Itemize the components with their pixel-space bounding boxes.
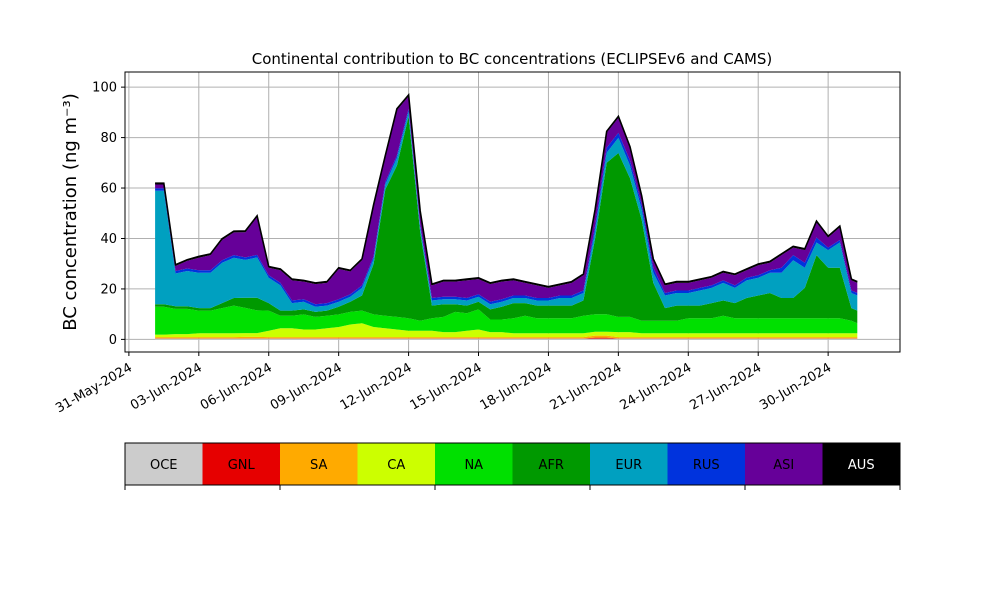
x-tick-label: 03-Jun-2024	[128, 360, 205, 413]
total-outline	[155, 93, 858, 288]
legend-swatch-oce	[125, 443, 203, 485]
y-tick-label: 0	[109, 333, 117, 348]
legend-swatch-na	[435, 443, 513, 485]
plot-frame	[124, 71, 901, 353]
y-tick-label: 100	[92, 81, 117, 96]
legend-swatch-eur	[590, 443, 668, 485]
legend-swatch-sa	[280, 443, 358, 485]
y-tick-label: 80	[100, 131, 117, 146]
x-tick-label: 09-Jun-2024	[268, 360, 345, 413]
legend-swatch-afr	[512, 443, 590, 485]
area-oce	[155, 338, 858, 340]
legend-label: ASI	[773, 458, 794, 473]
legend-label: CA	[387, 458, 405, 473]
x-tick-label: 06-Jun-2024	[198, 360, 275, 413]
x-tick-label: 30-Jun-2024	[757, 360, 834, 413]
legend-label: NA	[464, 458, 483, 473]
legend-swatch-rus	[667, 443, 745, 485]
legend-swatch-gnl	[202, 443, 280, 485]
legend-label: AFR	[539, 458, 564, 473]
legend-swatch-asi	[745, 443, 823, 485]
y-tick-label: 60	[100, 182, 117, 197]
legend-swatch-ca	[357, 443, 435, 485]
y-tick-label: 20	[100, 282, 117, 297]
legend-label: OCE	[150, 458, 178, 473]
area-na	[155, 305, 858, 335]
legend-label: GNL	[228, 458, 256, 473]
legend-colorbar: OCE GNL SA CA NA AFR EUR RUS ASI AUS	[124, 442, 901, 490]
y-axis: 0 20 40 60 80 100	[92, 81, 125, 348]
legend-label: SA	[310, 458, 327, 473]
x-axis: 31-May-202403-Jun-202406-Jun-202409-Jun-…	[53, 352, 834, 416]
x-tick-label: 21-Jun-2024	[548, 360, 625, 413]
x-tick-label: 15-Jun-2024	[408, 360, 485, 413]
legend-frame	[124, 442, 901, 486]
x-tick-label: 31-May-2024	[53, 360, 135, 416]
legend-label: AUS	[848, 458, 875, 473]
x-tick-label: 12-Jun-2024	[338, 360, 415, 413]
y-axis-label: BC concentration (ng m⁻³)	[60, 93, 81, 331]
x-tick-label: 27-Jun-2024	[687, 360, 764, 413]
chart-title: Continental contribution to BC concentra…	[252, 50, 773, 68]
area-eur	[155, 111, 858, 312]
y-tick-label: 40	[100, 232, 117, 247]
x-tick-label: 18-Jun-2024	[478, 360, 555, 413]
area-afr	[155, 116, 858, 324]
area-ca	[155, 323, 858, 338]
total-line	[155, 93, 858, 288]
x-tick-label: 24-Jun-2024	[617, 360, 694, 413]
area-series-group	[155, 95, 858, 340]
legend-label: RUS	[693, 458, 720, 473]
legend-swatch-aus	[822, 443, 900, 485]
area-sa	[155, 335, 858, 339]
legend-label: EUR	[615, 458, 642, 473]
